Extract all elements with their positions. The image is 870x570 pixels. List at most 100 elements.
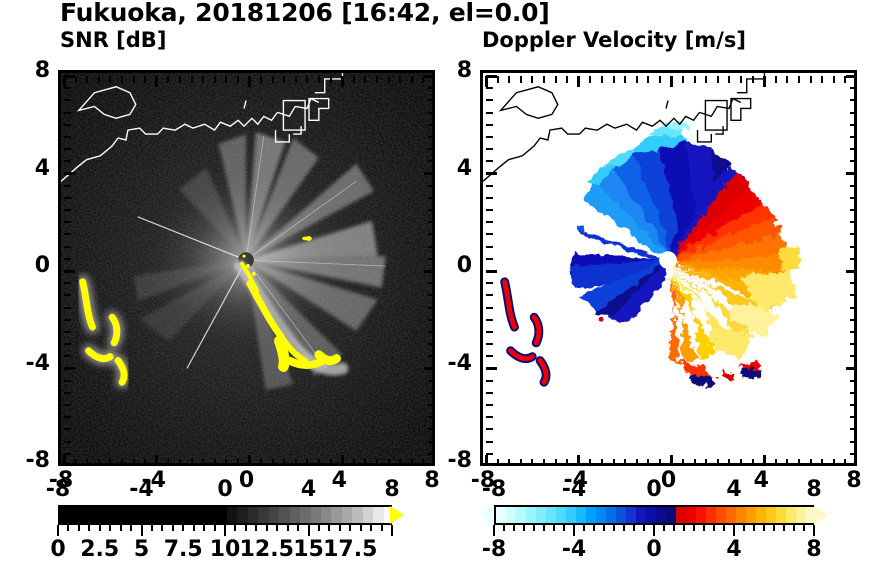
snr-colorbar-bin-1 bbox=[70, 507, 82, 523]
snr-colorbar-mintick-3-7 bbox=[380, 525, 383, 531]
doppler-colorbar-mintick-2-2 bbox=[673, 525, 675, 531]
doppler-colorbar-bin-22 bbox=[716, 507, 727, 523]
snr-colorbar-mintick-0-7 bbox=[130, 525, 133, 531]
doppler-colorbar-bin-14 bbox=[636, 507, 647, 523]
doppler-colorbar-mintick-1-5 bbox=[623, 525, 625, 531]
snr-colorbar-body[interactable] bbox=[58, 505, 395, 525]
snr-ytick-1: 4 bbox=[34, 155, 50, 181]
snr-colorbar-bin-6 bbox=[122, 507, 134, 523]
snr-colorbar-extend-max bbox=[390, 506, 404, 524]
snr-colorbar-bin-19 bbox=[258, 507, 270, 523]
doppler-ytick-0: 8 bbox=[456, 58, 472, 83]
snr-colorbar-mintick-3-5 bbox=[359, 525, 362, 531]
snr-coastline bbox=[61, 73, 344, 182]
snr-colorbar-mintick-0-2 bbox=[77, 525, 80, 531]
snr-colorbar-bottomlabel-5: 12.5 bbox=[239, 537, 294, 562]
snr-colorbar-mintick-3-6 bbox=[370, 525, 373, 531]
snr-colorbar-bin-30 bbox=[373, 507, 385, 523]
snr-plot-canvas bbox=[61, 73, 432, 463]
snr-colorbar-bin-22 bbox=[289, 507, 301, 523]
snr-colorbar-mintick-1-2 bbox=[161, 525, 164, 531]
doppler-colorbar-mintick-0-2 bbox=[513, 525, 515, 531]
snr-colorbar-mintick-1-5 bbox=[192, 525, 195, 531]
snr-colorbar-majtick-0 bbox=[57, 525, 59, 536]
doppler-negative-lobe bbox=[569, 118, 731, 322]
snr-colorbar-mintick-3-1 bbox=[317, 525, 320, 531]
doppler-colorbar-bin-23 bbox=[726, 507, 737, 523]
doppler-colorbar-bin-9 bbox=[586, 507, 597, 523]
doppler-colorbar-bin-7 bbox=[566, 507, 577, 523]
doppler-colorbar-bin-16 bbox=[656, 507, 667, 523]
snr-colorbar-bin-24 bbox=[310, 507, 322, 523]
snr-colorbar-mintick-0-5 bbox=[109, 525, 112, 531]
doppler-colorbar-mintick-0-5 bbox=[543, 525, 545, 531]
doppler-colorbar-mintick-1-7 bbox=[643, 525, 645, 531]
doppler-colorbar-mintick-1-3 bbox=[603, 525, 605, 531]
snr-colorbar-bin-16 bbox=[227, 507, 239, 523]
doppler-ytick-2: 0 bbox=[456, 253, 472, 278]
snr-ridge-clutter bbox=[234, 235, 349, 376]
doppler-colorbar-bin-20 bbox=[696, 507, 707, 523]
doppler-colorbar-majtick-3 bbox=[733, 525, 735, 536]
doppler-colorbar-mintick-0-4 bbox=[533, 525, 535, 531]
snr-ytick-2: 0 bbox=[34, 253, 50, 278]
snr-colorbar-bottomlabel-0: 0 bbox=[50, 537, 66, 562]
snr-colorbar-toplabel-3: 4 bbox=[300, 477, 317, 502]
snr-ytick-0: 8 bbox=[34, 58, 50, 83]
doppler-colorbar-mintick-3-5 bbox=[783, 525, 785, 531]
doppler-colorbar-bin-8 bbox=[576, 507, 587, 523]
doppler-colorbar-extend-min bbox=[480, 505, 494, 525]
doppler-colorbar-bin-0 bbox=[496, 507, 507, 523]
snr-colorbar-mintick-1-7 bbox=[213, 525, 216, 531]
doppler-colorbar-bin-24 bbox=[736, 507, 747, 523]
doppler-colorbar-bin-4 bbox=[536, 507, 547, 523]
doppler-colorbar-bottomlabel-0: -8 bbox=[481, 537, 507, 562]
doppler-colorbar-bin-5 bbox=[546, 507, 557, 523]
doppler-xtick-0: -8 bbox=[470, 468, 496, 493]
snr-colorbar-bin-14 bbox=[206, 507, 218, 523]
snr-colorbar-bin-11 bbox=[174, 507, 186, 523]
snr-colorbar-toplabel-4: 8 bbox=[384, 477, 400, 502]
snr-xtick-0: -8 bbox=[48, 468, 74, 493]
snr-colorbar-bin-9 bbox=[153, 507, 165, 523]
snr-colorbar-majtick-2 bbox=[224, 525, 226, 536]
snr-colorbar-mintick-1-6 bbox=[203, 525, 206, 531]
snr-colorbar-bin-10 bbox=[164, 507, 176, 523]
snr-colorbar-majtick-4 bbox=[391, 525, 393, 536]
doppler-colorbar-bin-15 bbox=[646, 507, 657, 523]
snr-xtick-1: -4 bbox=[141, 468, 166, 493]
doppler-colorbar[interactable] bbox=[480, 505, 828, 536]
doppler-colorbar-mintick-2-7 bbox=[723, 525, 725, 531]
snr-colorbar-mintick-0-4 bbox=[98, 525, 101, 531]
doppler-colorbar-bin-29 bbox=[786, 507, 797, 523]
snr-colorbar-bottomlabel-3: 7.5 bbox=[163, 537, 203, 562]
doppler-colorbar-mintick-2-4 bbox=[693, 525, 695, 531]
doppler-colorbar-bottomlabel-3: 4 bbox=[726, 537, 742, 562]
snr-colorbar-bin-26 bbox=[331, 507, 343, 523]
doppler-colorbar-body[interactable] bbox=[494, 505, 817, 525]
doppler-colorbar-bottomlabel-4: 8 bbox=[806, 537, 822, 562]
snr-panel[interactable] bbox=[58, 70, 435, 466]
doppler-colorbar-toplabel-4: 8 bbox=[806, 477, 822, 502]
doppler-plot-canvas bbox=[483, 73, 854, 463]
doppler-colorbar-bin-1 bbox=[506, 507, 517, 523]
doppler-colorbar-toplabel-2: 0 bbox=[646, 477, 662, 502]
snr-xtick-3: 4 bbox=[331, 468, 347, 493]
snr-colorbar-mintick-0-1 bbox=[67, 525, 70, 531]
snr-colorbar-mintick-2-3 bbox=[255, 525, 258, 531]
snr-colorbar-bottomlabel-1: 2.5 bbox=[80, 537, 120, 562]
snr-colorbar-mintick-1-4 bbox=[182, 525, 185, 531]
snr-colorbar-bin-27 bbox=[341, 507, 353, 523]
doppler-ytick-1: 4 bbox=[456, 155, 472, 181]
doppler-colorbar-majtick-0 bbox=[493, 525, 495, 536]
snr-colorbar[interactable] bbox=[57, 505, 406, 536]
snr-colorbar-bin-7 bbox=[133, 507, 145, 523]
doppler-panel[interactable] bbox=[480, 70, 857, 466]
radar-center bbox=[659, 251, 677, 269]
doppler-colorbar-mintick-3-4 bbox=[773, 525, 775, 531]
doppler-xtick-4: 8 bbox=[846, 468, 862, 493]
snr-colorbar-bin-13 bbox=[195, 507, 207, 523]
doppler-xtick-2: 0 bbox=[660, 468, 677, 493]
snr-colorbar-bin-5 bbox=[112, 507, 124, 523]
